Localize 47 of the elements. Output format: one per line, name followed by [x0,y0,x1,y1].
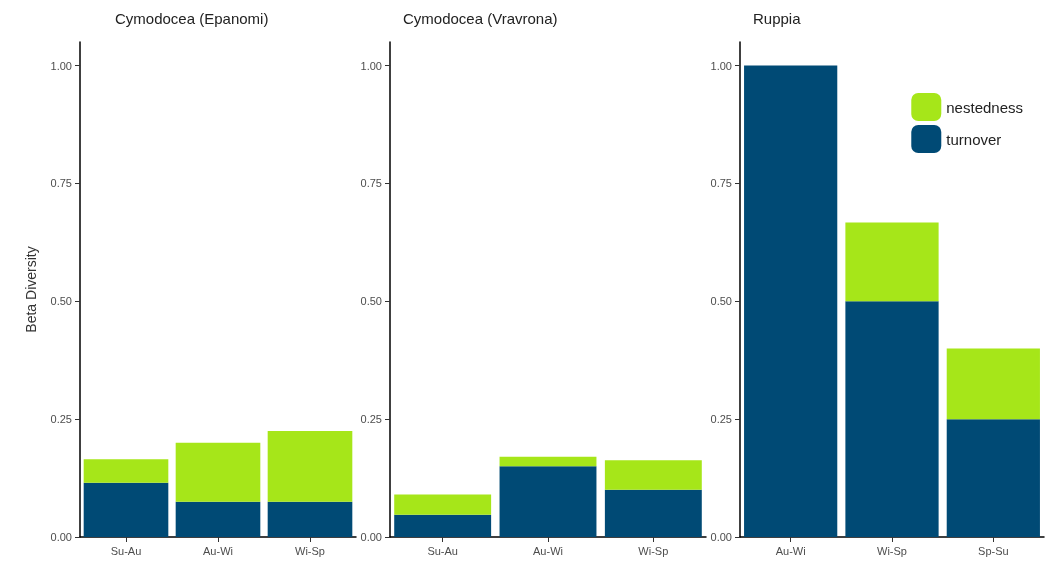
y-tick-label: 0.00 [710,531,732,543]
y-tick-label: 0.75 [50,177,72,190]
x-tick-label: Au-Wi [775,544,806,557]
x-tick-label: Su-Au [427,544,458,557]
y-tick-label: 0.00 [50,531,72,543]
y-tick-label: 0.75 [360,177,382,190]
bar [744,65,838,537]
bar [845,222,939,302]
bar [499,466,597,537]
y-tick-label: 0.25 [50,413,72,426]
bar [845,301,939,537]
chart-title: Cymodocea (Epanomi) [115,10,269,27]
x-tick-label: Wi-Sp [877,544,907,557]
bar [604,489,702,537]
y-tick-label: 0.25 [360,413,382,426]
bar [267,501,353,537]
y-tick-label: 0.25 [710,413,732,426]
bar [83,482,169,537]
x-tick-label: Wi-Sp [638,544,669,557]
y-axis-title: Beta Diversity [23,246,39,333]
bar [83,459,169,483]
x-tick-label: Su-Au [110,544,142,557]
chart-title: Ruppia [753,10,802,27]
y-tick-label: 1.00 [50,59,72,72]
bar [946,419,1040,537]
bar [175,442,261,502]
y-tick-label: 0.50 [50,295,72,308]
bar [394,514,492,537]
bar [604,460,702,490]
y-tick-label: 1.00 [360,59,382,72]
bar [175,501,261,537]
bar [267,430,353,502]
x-tick-label: Wi-Sp [295,544,325,557]
bar [946,348,1040,420]
y-tick-label: 0.00 [360,531,382,543]
y-tick-label: 0.50 [710,295,732,308]
chart-title: Cymodocea (Vravrona) [403,10,558,27]
y-tick-label: 1.00 [710,59,732,72]
x-tick-label: Au-Wi [533,544,563,557]
y-tick-label: 0.50 [360,295,382,308]
bar [394,494,492,515]
y-tick-label: 0.75 [710,177,732,190]
bar [499,456,597,467]
x-tick-label: Sp-Su [978,544,1009,557]
legend-label: nestedness [946,98,1024,116]
legend-label: turnover [946,130,1002,148]
x-tick-label: Au-Wi [203,544,233,557]
